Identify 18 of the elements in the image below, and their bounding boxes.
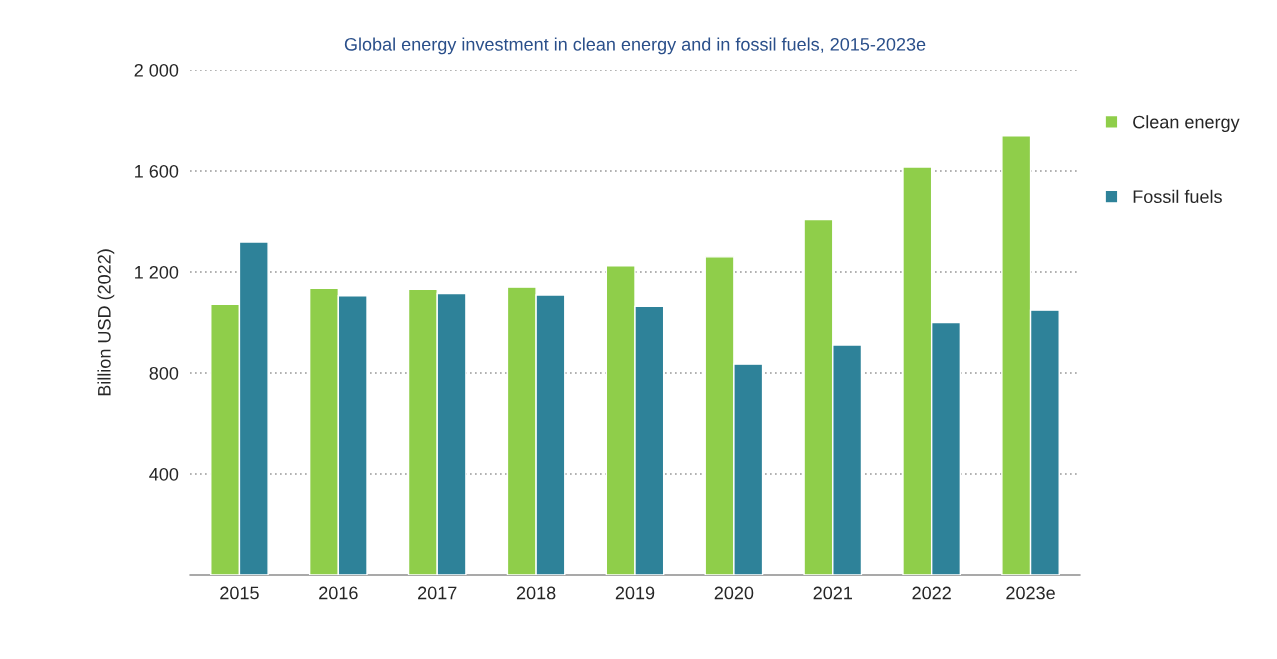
- y-axis-title: Billion USD (2022): [97, 249, 115, 396]
- y-tick-label: 1 600: [135, 164, 179, 178]
- y-tick-label: 1 200: [135, 265, 179, 279]
- x-tick-label: 2018: [516, 586, 556, 600]
- x-tick-label: 2016: [319, 586, 358, 600]
- x-tick-label: 2019: [615, 586, 655, 600]
- x-tick-label: 2020: [714, 586, 754, 600]
- x-tick-label: 2015: [220, 586, 259, 600]
- x-tick-label: 2023e: [1006, 586, 1055, 600]
- legend-label: Fossil fuels: [1133, 189, 1222, 204]
- x-tick-label: 2021: [813, 586, 852, 600]
- legend-label: Clean energy: [1133, 115, 1240, 133]
- y-tick-label: 2 000: [134, 63, 179, 77]
- chart-title: Global energy investment in clean energy and in fossil fuels, 2015-2023e: [344, 37, 926, 55]
- y-tick-label: 400: [149, 467, 179, 481]
- x-tick-label: 2017: [418, 586, 457, 600]
- x-tick-label: 2022: [912, 586, 951, 600]
- y-tick-label: 800: [149, 366, 179, 380]
